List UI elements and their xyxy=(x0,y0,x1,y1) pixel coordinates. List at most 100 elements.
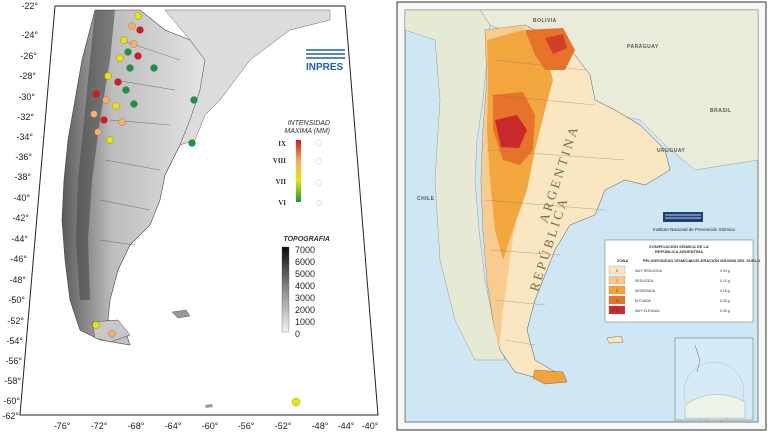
quake-marker xyxy=(134,12,142,20)
lat-tick: -28° xyxy=(19,71,36,81)
tierra-del-fuego xyxy=(532,369,568,385)
quake-marker xyxy=(112,102,120,110)
latitude-axis: -22° -24° -26° -28° -30° -32° -34° -36° … xyxy=(2,1,38,421)
lat-tick: -44° xyxy=(11,234,28,244)
topo-tick: 0 xyxy=(295,329,300,339)
zone-hazard: MUY ELEVADA xyxy=(635,309,660,313)
quake-marker xyxy=(106,136,114,144)
zone-accel: 0.04 g xyxy=(720,269,730,273)
zone-swatch xyxy=(608,295,626,305)
lat-tick: -62° xyxy=(2,411,19,421)
seismic-zoning-map: REPÚBLICA ARGENTINA BOLIVIA PARAGUAY BRA… xyxy=(396,1,767,431)
brazil-region xyxy=(164,9,331,146)
topography-legend: TOPOGRAFIA 7000 6000 5000 4000 3000 2000… xyxy=(281,236,330,339)
topo-tick: 7000 xyxy=(295,245,315,255)
lon-tick: -68° xyxy=(128,421,145,431)
province-borders xyxy=(99,39,181,246)
quake-marker xyxy=(136,26,144,34)
zone-hazard: REDUCIDA xyxy=(635,279,654,283)
quake-marker xyxy=(126,64,134,72)
institute-name: Instituto Nacional de Prevención Sísmica xyxy=(653,227,735,232)
south-islands xyxy=(205,404,213,408)
topo-tick: 2000 xyxy=(295,305,315,315)
zone-number: 0 xyxy=(616,269,618,273)
topo-tick: 1000 xyxy=(295,317,315,327)
intensity-colorbar xyxy=(296,140,301,202)
lon-tick: -60° xyxy=(202,421,219,431)
lat-tick: -22° xyxy=(21,1,38,11)
lat-tick: -56° xyxy=(5,356,22,366)
quake-marker xyxy=(122,86,130,94)
longitude-axis: -76° -72° -68° -64° -60° -56° -52° -48° … xyxy=(54,421,379,431)
quake-marker xyxy=(124,48,132,56)
label-bolivia: BOLIVIA xyxy=(533,18,557,24)
legend-title-line1: INTENSIDAD xyxy=(288,120,330,127)
zone-number: 4 xyxy=(616,309,618,313)
table-header-zone: ZONA xyxy=(617,258,628,263)
quake-marker xyxy=(150,64,158,72)
topo-colorbar xyxy=(281,246,290,333)
intensity-map: INPRES INTENSIDAD MAXIMA (MM) IX VIII VI… xyxy=(2,1,379,431)
zone4-sanjuan xyxy=(495,115,527,148)
lat-tick: -30° xyxy=(18,92,35,102)
lat-tick: -54° xyxy=(6,336,23,346)
zone-accel: 0.35 g xyxy=(720,309,730,313)
zone-hazard: MODERADA xyxy=(635,289,656,293)
zone-swatch xyxy=(608,265,626,275)
quake-marker xyxy=(114,78,122,86)
table-title-1: ZONIFICACIÓN SÍSMICA DE LA xyxy=(649,244,709,249)
table-header-accel: ACELERACIÓN MÁXIMA DEL SUELO xyxy=(690,258,760,263)
lon-tick: -52° xyxy=(275,421,292,431)
label-paraguay: PARAGUAY xyxy=(627,44,659,50)
zone-accel: 0.18 g xyxy=(720,289,730,293)
zoning-table: ZONIFICACIÓN SÍSMICA DE LA REPÚBLICA ARG… xyxy=(604,239,760,323)
quake-marker xyxy=(92,90,100,98)
intensity-legend: INTENSIDAD MAXIMA (MM) IX VIII VII VI xyxy=(273,120,330,207)
legend-size-circle xyxy=(316,200,322,206)
zone-number: 2 xyxy=(616,289,618,293)
lat-tick: -24° xyxy=(21,30,38,40)
intensity-map-panel: INPRES INTENSIDAD MAXIMA (MM) IX VIII VI… xyxy=(0,0,385,432)
label-chile: CHILE xyxy=(417,196,435,202)
lon-tick: -44° xyxy=(338,421,355,431)
lat-tick: -38° xyxy=(14,172,31,182)
legend-size-circle xyxy=(315,157,323,165)
inpres-logo: INPRES xyxy=(306,49,345,73)
quake-marker xyxy=(128,22,136,30)
quake-marker xyxy=(130,100,138,108)
topo-legend-title: TOPOGRAFIA xyxy=(283,236,330,243)
seismic-zoning-map-panel: REPÚBLICA ARGENTINA BOLIVIA PARAGUAY BRA… xyxy=(395,0,768,432)
quake-marker xyxy=(130,40,138,48)
lat-tick: -26° xyxy=(20,51,37,61)
zone-number: 1 xyxy=(616,279,618,283)
lat-tick: -50° xyxy=(8,295,25,305)
lon-tick: -56° xyxy=(238,421,255,431)
table-header-hazard: PELIGROSIDAD SÍSMICA xyxy=(643,258,691,263)
zone-swatch xyxy=(608,285,626,295)
legend-size-circle xyxy=(315,139,323,147)
quake-marker xyxy=(134,52,142,60)
quake-marker xyxy=(90,110,98,118)
zone-accel: 0.25 g xyxy=(720,299,730,303)
legend-level-vi: VI xyxy=(278,199,286,207)
malvinas-islands xyxy=(171,309,191,319)
quake-marker xyxy=(116,54,124,62)
legend-size-circle xyxy=(315,179,323,187)
zone-accel: 0.10 g xyxy=(720,279,730,283)
malvinas-islands xyxy=(606,335,624,344)
province-borders xyxy=(484,59,626,346)
quake-marker xyxy=(94,128,102,136)
lat-tick: -36° xyxy=(15,152,32,162)
zone-swatch xyxy=(608,305,626,315)
earthquake-markers xyxy=(90,12,301,407)
lat-tick: -60° xyxy=(3,396,20,406)
quake-marker xyxy=(108,330,116,338)
legend-level-vii: VII xyxy=(275,178,286,186)
lat-tick: -46° xyxy=(10,254,27,264)
lon-tick: -64° xyxy=(165,421,182,431)
zone-swatch xyxy=(608,275,626,285)
quake-marker xyxy=(100,116,108,124)
lat-tick: -42° xyxy=(12,213,29,223)
topo-tick: 5000 xyxy=(295,269,315,279)
zone-number: 3 xyxy=(616,299,618,303)
